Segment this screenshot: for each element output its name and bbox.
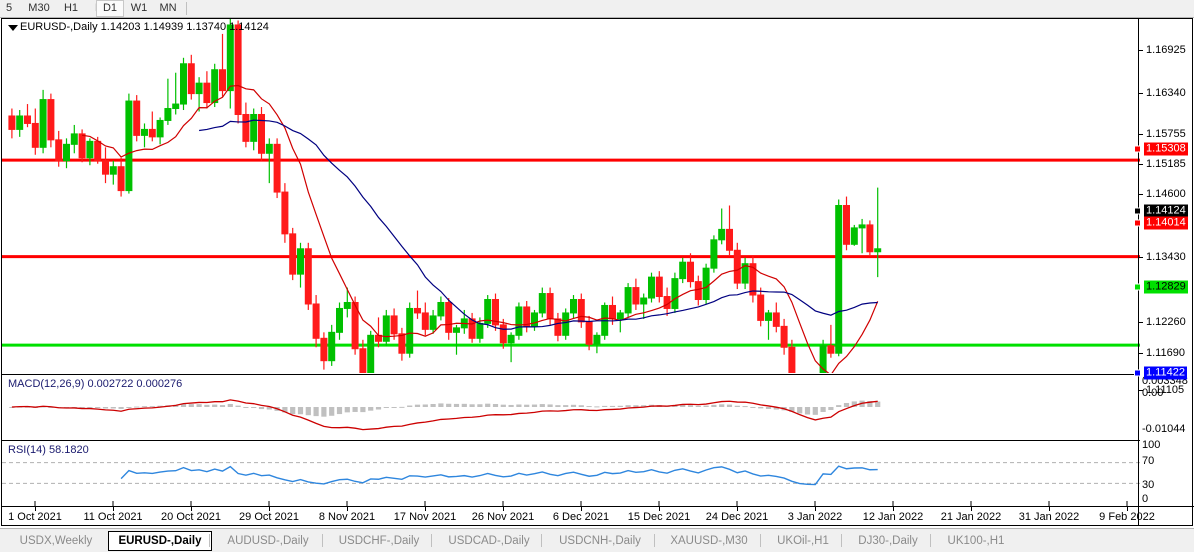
tab-usdcad-daily[interactable]: USDCAD-,Daily (448, 535, 530, 547)
macd-tick-label: -0.01044 (1142, 423, 1186, 435)
level-handle[interactable] (1134, 283, 1141, 291)
macd-pane[interactable]: MACD(12,26,9) 0.002722 0.000276 (2, 374, 1140, 440)
price-tick-label: 1.15185 (1146, 158, 1186, 170)
price-tick-label: 1.15755 (1146, 128, 1186, 140)
tab-usdx-weekly[interactable]: USDX,Weekly (19, 535, 93, 547)
date-tick-label: 15 Dec 2021 (627, 511, 691, 523)
rsi-tick-label: 70 (1142, 455, 1155, 467)
timeframe-d1[interactable]: D1 (96, 0, 124, 17)
price-tick-label: 1.12260 (1146, 316, 1186, 328)
rsi-tick-label: 30 (1142, 479, 1155, 491)
price-level-badge[interactable]: 1.14124 (1144, 204, 1188, 218)
rsi-tick-label: 0 (1142, 493, 1149, 505)
tab-audusd-daily[interactable]: AUDUSD-,Daily (227, 535, 309, 547)
price-axis[interactable]: 1.16925 1.16340 1.15755 1.15185 1.14600 1.134… (1134, 18, 1193, 505)
level-handle[interactable] (1134, 219, 1141, 227)
tab-ukoil-h1[interactable]: UKOil-,H1 (777, 535, 829, 547)
price-tick-label: 1.16925 (1146, 44, 1186, 56)
date-tick-label: 20 Oct 2021 (161, 511, 221, 523)
price-level-badge[interactable]: 1.11422 (1144, 366, 1187, 380)
date-tick-label: 11 Oct 2021 (83, 511, 143, 523)
price-tick-label: 1.13430 (1146, 251, 1186, 263)
tab-eurusd-daily[interactable]: EURUSD-,Daily (108, 531, 212, 551)
date-tick-label: 3 Jan 2022 (787, 511, 843, 523)
timeframe-w1[interactable]: W1 (130, 2, 148, 14)
date-tick-label: 17 Nov 2021 (393, 511, 457, 523)
price-tick-label: 1.11690 (1146, 347, 1185, 359)
date-tick-label: 24 Dec 2021 (705, 511, 769, 523)
date-tick-label: 8 Nov 2021 (318, 511, 376, 523)
rsi-plot (2, 462, 1140, 506)
symbol-ohlc-label: EURUSD-,Daily 1.14203 1.14939 1.13740 1.… (20, 21, 269, 33)
timeframe-mn[interactable]: MN (159, 2, 177, 14)
timeframe-h1[interactable]: H1 (63, 2, 79, 14)
rsi-label: RSI(14) 58.1820 (8, 444, 89, 456)
symbol-tabbar[interactable]: USDX,Weekly EURUSD-,Daily AUDUSD-,Daily USD… (0, 528, 1194, 552)
tab-usdcnh-daily[interactable]: USDCNH-,Daily (559, 535, 641, 547)
level-handle[interactable] (1134, 145, 1141, 153)
date-tick-label: 9 Feb 2022 (1099, 511, 1155, 523)
price-level-badge[interactable]: 1.14014 (1144, 216, 1188, 230)
date-tick-label: 31 Jan 2022 (1018, 511, 1080, 523)
price-candles (2, 19, 1140, 373)
timeframe-toolbar: 5M30H1H4D1W1MN (0, 0, 1194, 18)
date-tick-label: 26 Nov 2021 (471, 511, 535, 523)
date-tick-label: 21 Jan 2022 (940, 511, 1002, 523)
date-tick-label: 12 Jan 2022 (862, 511, 924, 523)
level-handle[interactable] (1134, 369, 1141, 377)
macd-label: MACD(12,26,9) 0.002722 0.000276 (8, 378, 183, 390)
date-tick-label: 6 Dec 2021 (552, 511, 610, 523)
level-handle[interactable] (1134, 207, 1141, 215)
tab-uk100-h1[interactable]: UK100-,H1 (947, 535, 1005, 547)
price-level-badge[interactable]: 1.12829 (1144, 280, 1188, 294)
date-tick-label: 1 Oct 2021 (8, 511, 62, 523)
macd-tick-label: 0.00 (1142, 387, 1164, 399)
price-tick-label: 1.16340 (1146, 87, 1186, 99)
tab-usdchf-daily[interactable]: USDCHF-,Daily (338, 535, 420, 547)
timeframe-m30[interactable]: M30 (28, 2, 50, 14)
chart-frame[interactable]: EURUSD-,Daily 1.14203 1.14939 1.13740 1.… (1, 18, 1194, 527)
timeframe-5[interactable]: 5 (5, 2, 13, 14)
tab-dj30-daily[interactable]: DJ30-,Daily (858, 535, 918, 547)
chevron-down-icon[interactable] (8, 25, 18, 31)
price-tick-label: 1.14600 (1146, 188, 1186, 200)
date-axis[interactable]: 1 Oct 2021 11 Oct 2021 20 Oct 2021 29 Oct 2… (2, 506, 1194, 527)
macd-plot (9, 399, 881, 431)
date-tick-label: 29 Oct 2021 (239, 511, 299, 523)
tab-xauusd-m30[interactable]: XAUUSD-,M30 (670, 535, 748, 547)
price-tick-label: 1.11105 (1146, 384, 1185, 396)
price-level-badge[interactable]: 1.15308 (1144, 142, 1188, 156)
price-pane[interactable]: EURUSD-,Daily 1.14203 1.14939 1.13740 1.… (2, 19, 1140, 373)
rsi-tick-label: 100 (1142, 439, 1161, 451)
rsi-pane[interactable]: RSI(14) 58.1820 (2, 440, 1140, 506)
